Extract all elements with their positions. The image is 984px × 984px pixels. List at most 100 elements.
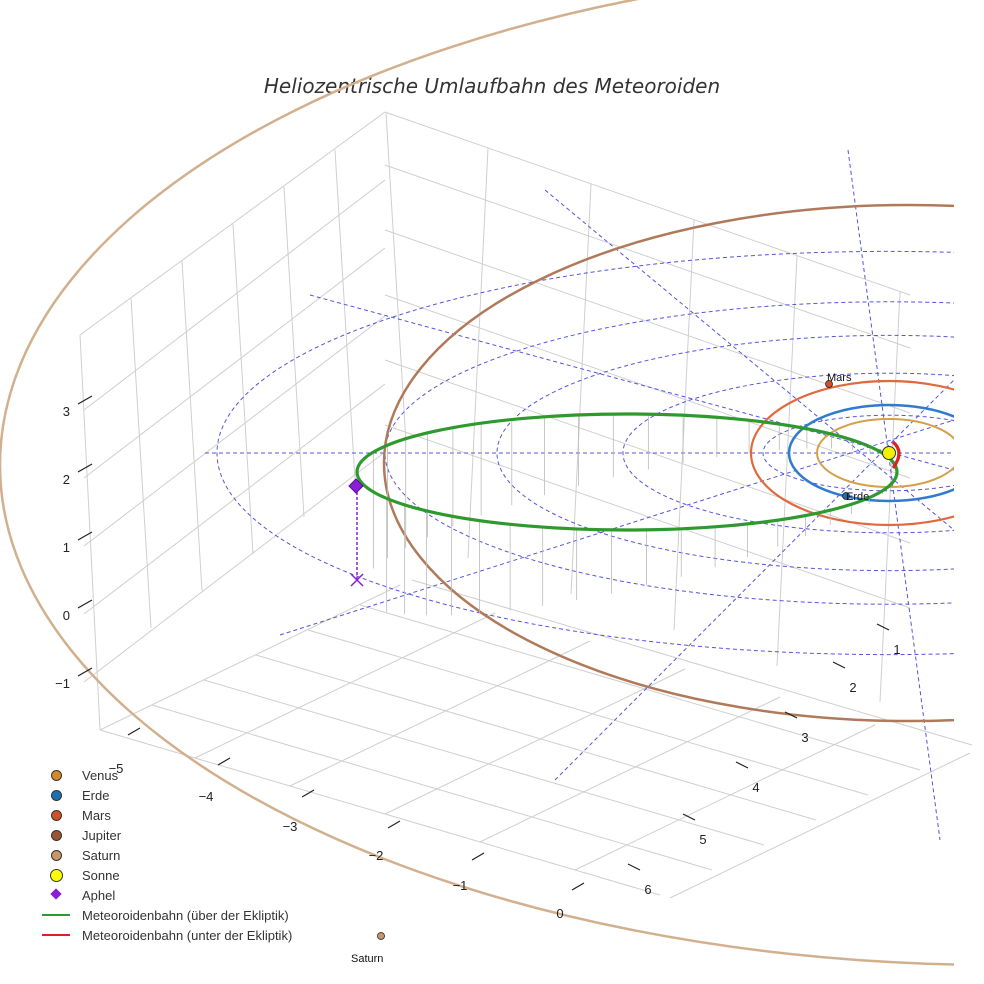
legend-marker bbox=[51, 830, 62, 841]
y-tick-mark bbox=[735, 761, 749, 769]
wall-grid-line bbox=[83, 315, 386, 547]
x-tick-label: −3 bbox=[283, 819, 298, 834]
wall-grid-line bbox=[467, 147, 489, 559]
legend-label: Aphel bbox=[82, 887, 116, 903]
legend-symbol bbox=[42, 785, 72, 805]
wall-grid-line bbox=[83, 451, 386, 683]
floor-grid-line bbox=[99, 584, 401, 731]
mars-orbit bbox=[749, 379, 954, 527]
meteoroid-orbit-below-ecliptic bbox=[891, 440, 901, 469]
x-tick-label: −5 bbox=[109, 761, 124, 776]
wall-grid-line bbox=[776, 255, 798, 667]
legend-symbol bbox=[42, 765, 72, 785]
z-tick-label: 2 bbox=[63, 472, 70, 487]
legend-item: Meteoroidenbahn (unter der Ekliptik) bbox=[42, 925, 292, 945]
meteoroid-orbit-above-ecliptic bbox=[355, 412, 899, 532]
aphel-projection-marker bbox=[350, 573, 364, 587]
floor-grid-line bbox=[151, 704, 713, 871]
chart-title: Heliozentrische Umlaufbahn des Meteoroid… bbox=[263, 74, 721, 98]
floor-grid-line bbox=[574, 724, 876, 871]
floor-grid-line bbox=[669, 752, 971, 899]
wall-edge bbox=[384, 111, 911, 296]
wall-grid-line bbox=[232, 223, 254, 555]
legend-symbol bbox=[42, 905, 72, 925]
legend-marker bbox=[50, 888, 62, 900]
axes-grid bbox=[79, 111, 973, 899]
x-tick-label: 0 bbox=[556, 906, 563, 921]
y-tick-mark bbox=[876, 623, 890, 631]
x-tick-mark bbox=[571, 882, 585, 891]
legend-symbol bbox=[42, 925, 72, 945]
z-tick-label: −1 bbox=[55, 676, 70, 691]
wall-grid-line bbox=[385, 112, 407, 444]
earth-marker bbox=[842, 492, 850, 500]
x-tick-mark bbox=[387, 820, 401, 829]
earth-label: Erde bbox=[846, 491, 869, 503]
legend-marker bbox=[50, 869, 63, 882]
legend-label: Jupiter bbox=[82, 827, 122, 843]
legend: Venus Erde Mars Jupiter Saturn Sonne Aphel Mete… bbox=[42, 765, 292, 945]
y-tick-mark bbox=[627, 863, 641, 871]
z-tick-label: 0 bbox=[63, 608, 70, 623]
y-tick-mark bbox=[784, 711, 798, 719]
y-tick-label: 5 bbox=[699, 832, 706, 847]
legend-symbol bbox=[42, 845, 72, 865]
sun-marker bbox=[882, 446, 896, 460]
legend-item: Aphel bbox=[42, 885, 292, 905]
floor-grid-line bbox=[411, 579, 973, 746]
ecliptic-ring bbox=[496, 334, 954, 572]
ecliptic-ring bbox=[622, 372, 954, 534]
legend-marker bbox=[51, 850, 62, 861]
legend-label: Meteoroidenbahn (unter der Ekliptik) bbox=[82, 927, 293, 943]
legend-symbol bbox=[42, 825, 72, 845]
legend-marker bbox=[51, 790, 62, 801]
legend-label: Sonne bbox=[82, 867, 120, 883]
legend-symbol bbox=[42, 805, 72, 825]
floor-grid-line bbox=[479, 696, 781, 843]
legend-label: Mars bbox=[82, 807, 111, 823]
y-tick-label: 3 bbox=[801, 730, 808, 745]
wall-grid-line bbox=[83, 179, 386, 411]
y-tick-mark bbox=[832, 661, 846, 669]
wall-grid-line bbox=[283, 186, 305, 518]
x-tick-label: −4 bbox=[199, 789, 214, 804]
x-tick-mark bbox=[217, 757, 231, 766]
floor-grid-line bbox=[255, 654, 817, 821]
legend-item: Sonne bbox=[42, 865, 292, 885]
legend-item: Jupiter bbox=[42, 825, 292, 845]
mars-label: Mars bbox=[827, 372, 852, 384]
legend-item: Erde bbox=[42, 785, 292, 805]
legend-item: Venus bbox=[42, 765, 292, 785]
legend-item: Saturn bbox=[42, 845, 292, 865]
wall-grid-line bbox=[181, 260, 203, 592]
meteoroid-orbit bbox=[355, 412, 901, 616]
wall-grid-line bbox=[384, 229, 911, 414]
wall-grid-line bbox=[384, 424, 911, 609]
z-tick-label: 3 bbox=[63, 404, 70, 419]
y-tick-label: 6 bbox=[644, 882, 651, 897]
floor-grid-line bbox=[289, 640, 591, 787]
x-tick-label: −1 bbox=[453, 878, 468, 893]
z-tick-mark bbox=[77, 667, 93, 677]
floor-grid-line bbox=[384, 668, 686, 815]
ecliptic-axis bbox=[544, 189, 954, 531]
ecliptic-ring bbox=[216, 250, 954, 656]
wall-grid-line bbox=[673, 219, 695, 631]
wall-grid-line bbox=[570, 183, 592, 595]
legend-item: Mars bbox=[42, 805, 292, 825]
wall-grid-line bbox=[384, 294, 911, 479]
ecliptic-axis bbox=[309, 294, 954, 471]
z-tick-label: 1 bbox=[63, 540, 70, 555]
wall-grid-line bbox=[879, 291, 901, 703]
wall-grid-line bbox=[384, 164, 911, 349]
x-tick-mark bbox=[301, 789, 315, 798]
y-tick-label: 1 bbox=[893, 642, 900, 657]
legend-label: Venus bbox=[82, 767, 119, 783]
legend-marker bbox=[51, 810, 62, 821]
floor-grid-line bbox=[359, 604, 921, 771]
floor-grid-line bbox=[307, 629, 869, 796]
floor-grid-line bbox=[99, 729, 661, 896]
wall-edge bbox=[79, 111, 386, 336]
venus-label: Ve bbox=[963, 445, 976, 457]
